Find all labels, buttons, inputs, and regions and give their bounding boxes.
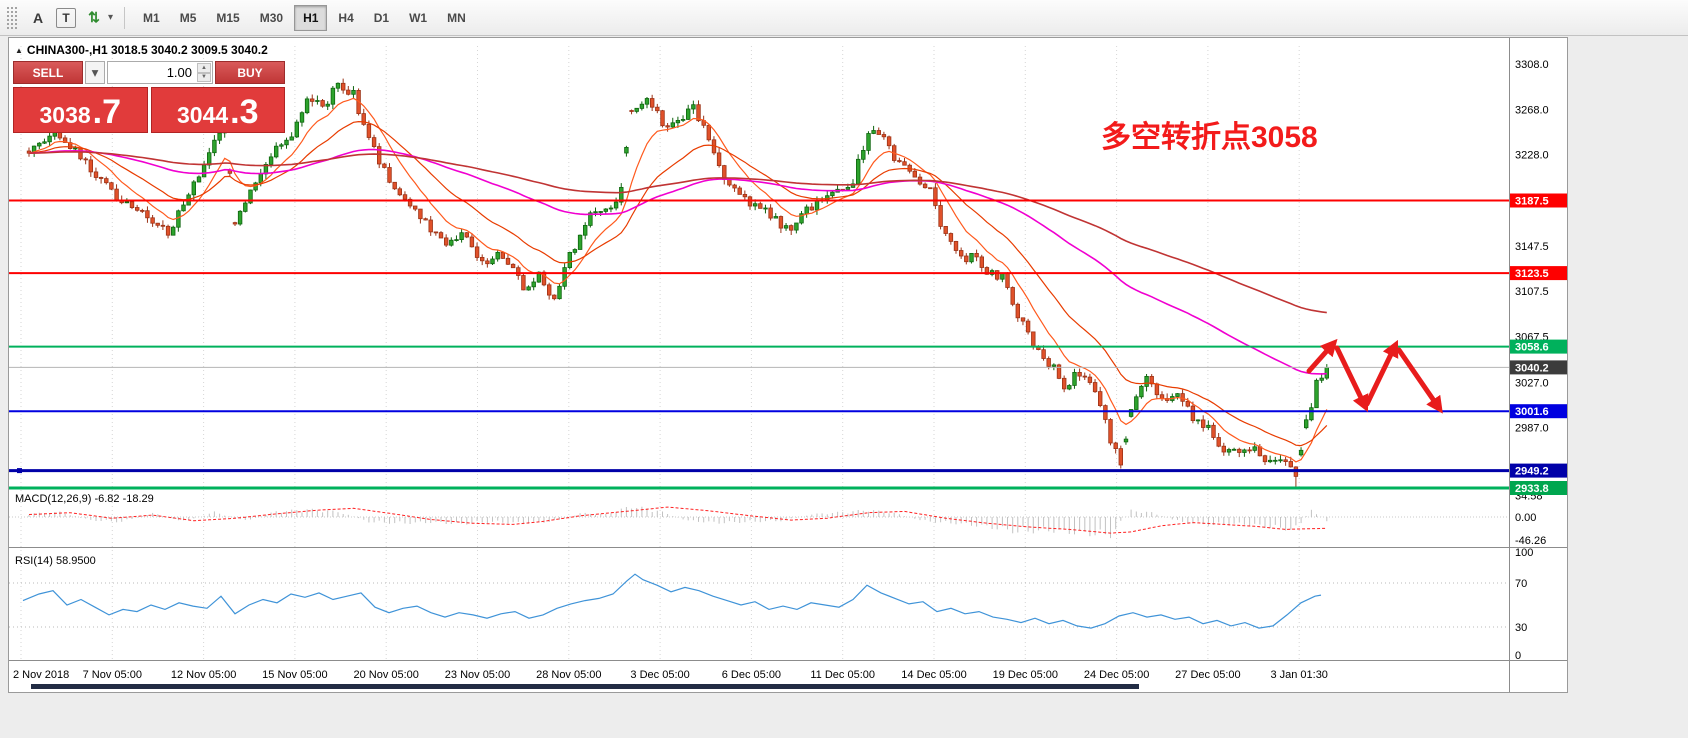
toolbar-separator [124,6,126,29]
timeframe-button-m30[interactable]: M30 [259,10,284,25]
svg-text:70: 70 [1515,578,1527,590]
ma-line-23 [28,120,1328,447]
svg-text:3040.2: 3040.2 [1515,362,1549,374]
macd-histogram [28,506,1328,539]
svg-text:3 Jan 01:30: 3 Jan 01:30 [1270,669,1328,681]
macd-signal-line [28,506,1327,534]
svg-text:30: 30 [1515,622,1527,634]
rsi-indicator-label: RSI(14) 58.9500 [15,555,96,567]
price-axis-badge: 3187.5 [1510,193,1567,208]
svg-text:2949.2: 2949.2 [1515,466,1549,478]
text-tool-icon[interactable]: T [56,7,76,28]
panel-dividers [9,38,1567,692]
chevron-down-icon[interactable]: ▾ [108,12,114,23]
svg-text:15 Nov 05:00: 15 Nov 05:00 [262,669,327,681]
timeframe-button-h1[interactable]: H1 [294,4,328,31]
chart-title-text: CHINA300-,H1 3018.5 3040.2 3009.5 3040.2 [26,43,268,57]
svg-text:27 Dec 05:00: 27 Dec 05:00 [1175,669,1240,681]
timeframe-button-m1[interactable]: M1 [143,10,160,25]
svg-text:100: 100 [1515,547,1533,559]
svg-text:3107.5: 3107.5 [1515,286,1549,298]
svg-text:3027.0: 3027.0 [1515,377,1549,389]
svg-text:3147.5: 3147.5 [1515,241,1549,253]
svg-text:12 Nov 05:00: 12 Nov 05:00 [171,669,236,681]
svg-text:11 Dec 05:00: 11 Dec 05:00 [810,669,875,681]
turning-point-annotation: 多空转折点3058 [1101,121,1318,154]
svg-text:28 Nov 05:00: 28 Nov 05:00 [536,669,601,681]
top-toolbar: A T ⇅ ▾ M1 M5 M15 M30 H1 H4 D1 W1 MN [0,0,1688,36]
horizontal-scrollbar[interactable] [31,684,1139,689]
ma-line-80 [28,148,1327,375]
svg-text:14 Dec 05:00: 14 Dec 05:00 [901,669,966,681]
svg-text:7 Nov 05:00: 7 Nov 05:00 [83,669,142,681]
chart-canvas[interactable]: 3308.03268.03228.03147.53107.53067.53027… [9,38,1567,692]
svg-text:3001.6: 3001.6 [1515,406,1549,418]
ma-line-160 [28,151,1327,314]
timeframe-button-h4[interactable]: H4 [338,10,354,25]
price-axis-badge: 2933.8 [1510,481,1567,495]
trade-settings-dropdown[interactable]: ▾ [85,61,105,84]
svg-text:3228.0: 3228.0 [1515,150,1549,162]
buy-price-frac: .3 [230,93,259,132]
toolbar-grip-icon[interactable] [6,5,18,30]
svg-text:20 Nov 05:00: 20 Nov 05:00 [353,669,418,681]
buy-price-button[interactable]: 3044.3 [150,87,285,133]
sell-price-frac: .7 [92,93,122,132]
rsi-line [22,573,1322,629]
svg-text:3 Dec 05:00: 3 Dec 05:00 [630,669,689,681]
time-axis-labels: 2 Nov 2018 7 Nov 05:00 12 Nov 05:00 15 Nov … [13,669,1328,681]
svg-text:23 Nov 05:00: 23 Nov 05:00 [445,669,510,681]
timeframe-button-w1[interactable]: W1 [409,10,428,25]
svg-text:0.00: 0.00 [1515,512,1536,524]
price-axis-badge: 2949.2 [1510,463,1567,478]
sell-price-main: 3038 [39,102,91,128]
volume-input[interactable] [108,62,212,83]
sell-price-button[interactable]: 3038.7 [13,87,148,133]
price-axis-badge: 3058.6 [1510,339,1567,354]
svg-text:2 Nov 2018: 2 Nov 2018 [13,669,69,681]
svg-text:6 Dec 05:00: 6 Dec 05:00 [722,669,781,681]
timeframe-buttons: M1 M5 M15 M30 H1 H4 D1 W1 MN [133,4,476,31]
svg-text:3123.5: 3123.5 [1515,268,1549,280]
timeframe-button-mn[interactable]: MN [447,10,466,25]
svg-text:3308.0: 3308.0 [1515,59,1549,71]
price-axis-badge: 3123.5 [1510,266,1567,281]
chart-window: 3308.0 3268.0 3228.0 3147.5 3107.5 3067.5 3027… [8,37,1568,693]
svg-text:24 Dec 05:00: 24 Dec 05:00 [1084,669,1149,681]
svg-text:-46.26: -46.26 [1515,535,1546,547]
trend-arrow [1396,347,1443,414]
volume-box: ▲ ▼ [107,61,213,84]
svg-text:3058.6: 3058.6 [1515,342,1549,354]
one-click-trading-panel: SELL ▾ ▲ ▼ BUY 3038.7 3044.3 [13,61,285,133]
price-axis-badge: 3040.2 [1510,360,1567,375]
cursor-tool-icon[interactable]: A [32,9,44,26]
svg-text:0: 0 [1515,650,1521,662]
timeframe-button-d1[interactable]: D1 [373,10,390,25]
drawing-tools-group: A T ⇅ ▾ [24,5,116,31]
indicators-tool-icon[interactable]: ⇅ [88,9,100,25]
svg-text:3187.5: 3187.5 [1515,196,1549,208]
macd-indicator-label: MACD(12,26,9) -6.82 -18.29 [15,493,154,505]
timeframe-button-m5[interactable]: M5 [179,10,197,25]
price-axis-badge: 3001.6 [1510,404,1567,419]
volume-decrease-button[interactable]: ▼ [197,72,211,82]
trend-arrow [1364,339,1399,407]
volume-increase-button[interactable]: ▲ [197,63,211,73]
trend-arrow [1306,338,1338,374]
chart-title: ▲ CHINA300-,H1 3018.5 3040.2 3009.5 3040… [15,43,268,57]
timeframe-button-m15[interactable]: M15 [216,10,240,25]
title-arrow-icon: ▲ [15,45,23,55]
svg-text:3268.0: 3268.0 [1515,104,1549,116]
svg-text:2933.8: 2933.8 [1515,483,1549,495]
price-axis-labels: 3308.03268.03228.03147.53107.53067.53027… [1515,59,1549,662]
ma-line-9 [28,97,1328,463]
line-handle[interactable] [17,468,22,474]
svg-text:2987.0: 2987.0 [1515,423,1549,435]
chevron-down-icon: ▾ [91,64,99,80]
buy-price-main: 3044 [176,102,229,128]
trend-arrow [1334,345,1369,413]
svg-text:19 Dec 05:00: 19 Dec 05:00 [993,669,1058,681]
sell-button[interactable]: SELL [13,61,83,84]
buy-button[interactable]: BUY [215,61,285,84]
